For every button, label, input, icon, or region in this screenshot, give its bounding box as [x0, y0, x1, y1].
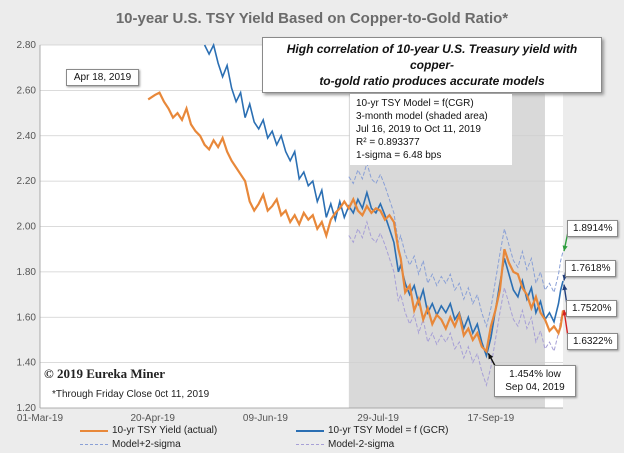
legend-swatch-minus2 — [296, 444, 324, 445]
y-tick-label: 1.40 — [17, 358, 37, 369]
legend-label-plus2: Model+2-sigma — [112, 439, 181, 450]
headline-line-1: High correlation of 10-year U.S. Treasur… — [286, 42, 578, 72]
low-line-1: 1.454% low — [509, 369, 561, 380]
model-line-4: R² = 0.893377 — [356, 137, 420, 148]
headline-box: High correlation of 10-year U.S. Treasur… — [262, 37, 602, 93]
x-tick-label: 01-Mar-19 — [17, 413, 64, 424]
low-line-2: Sep 04, 2019 — [505, 382, 565, 393]
x-tick-label: 29-Jul-19 — [357, 413, 399, 424]
y-tick-label: 2.20 — [17, 176, 37, 187]
y-tick-label: 2.60 — [17, 85, 37, 96]
arrow-plus2-head — [562, 245, 568, 252]
series-model-line — [203, 42, 564, 359]
legend-swatch-model — [296, 429, 324, 432]
prev-value-label: 1.7520% — [566, 300, 618, 317]
series-minus2-line — [348, 220, 564, 387]
model-info-box: 10-yr TSY Model = f(CGR) 3-month model (… — [350, 94, 512, 165]
headline-line-2: to-gold ratio produces accurate models — [319, 74, 545, 88]
series-actual-line — [147, 91, 565, 354]
model-line-5: 1-sigma = 6.48 bps — [356, 150, 442, 161]
y-tick-label: 1.20 — [17, 403, 37, 414]
arrow-prev-head — [562, 284, 568, 291]
y-tick-label: 2.00 — [17, 222, 37, 233]
model-value-label: 1.7618% — [565, 260, 617, 277]
y-tick-label: 1.80 — [17, 267, 37, 278]
arrow-low-head — [488, 353, 494, 360]
legend-item-plus2: Model+2-sigma — [80, 439, 181, 450]
model-line-3: Jul 16, 2019 to Oct 11, 2019 — [356, 124, 481, 135]
legend-item-actual: 10-yr TSY Yield (actual) — [80, 425, 217, 436]
low-label: 1.454% low Sep 04, 2019 — [494, 365, 576, 397]
series-plus2-line — [348, 161, 564, 329]
y-tick-label: 2.40 — [17, 131, 37, 142]
model-line-2: 3-month model (shaded area) — [356, 111, 488, 122]
legend-label-actual: 10-yr TSY Yield (actual) — [112, 425, 218, 436]
footnote: *Through Friday Close 0ct 11, 2019 — [52, 389, 210, 400]
legend-item-minus2: Model-2-sigma — [296, 439, 394, 450]
y-tick-label: 2.80 — [17, 40, 37, 51]
x-tick-label: 09-Jun-19 — [243, 413, 288, 424]
copyright: © 2019 Eureka Miner — [44, 366, 166, 381]
x-tick-label: 17-Sep-19 — [468, 413, 515, 424]
legend-label-model: 10-yr TSY Model = f (GCR) — [328, 425, 449, 436]
legend-swatch-actual — [80, 429, 108, 432]
legend-label-minus2: Model-2-sigma — [328, 439, 395, 450]
chart-title: 10-year U.S. TSY Yield Based on Copper-t… — [116, 10, 508, 27]
model-line-1: 10-yr TSY Model = f(CGR) — [356, 98, 474, 109]
date-label: Apr 18, 2019 — [66, 69, 139, 86]
legend-item-model: 10-yr TSY Model = f (GCR) — [296, 425, 449, 436]
actual-value-label: 1.6322% — [567, 333, 619, 350]
legend-swatch-plus2 — [80, 444, 108, 445]
x-tick-label: 20-Apr-19 — [130, 413, 175, 424]
y-tick-label: 1.60 — [17, 312, 37, 323]
plus2-value-label: 1.8914% — [567, 220, 619, 237]
